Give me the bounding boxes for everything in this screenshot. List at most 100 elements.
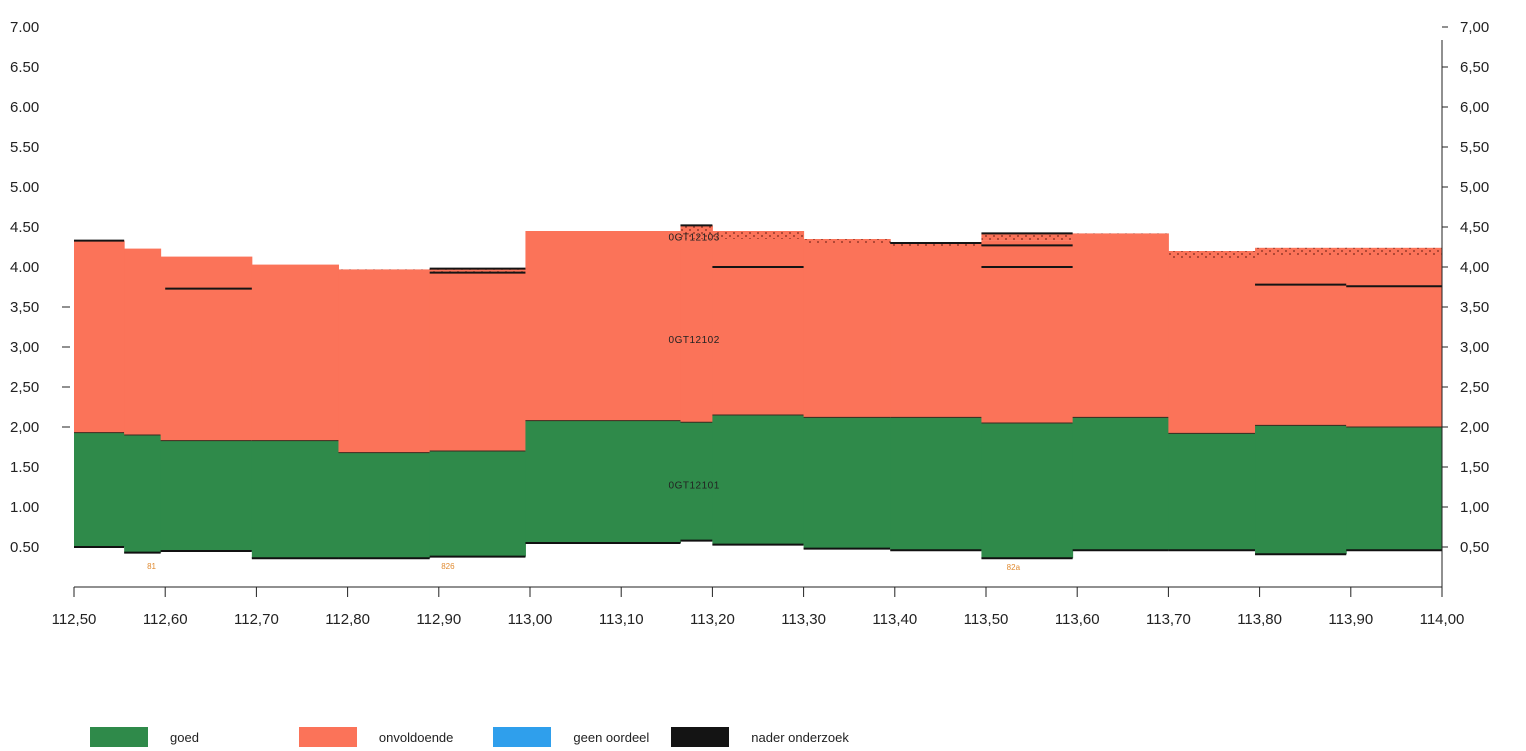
goed-area-segment [160,440,253,551]
legend: goed onvoldoende geen oordeel nader onde… [90,726,849,748]
legend-item-nader-onderzoek: nader onderzoek [671,727,849,747]
x-tick-label: 112,90 [416,611,461,628]
onvoldoende-area-segment [981,240,1074,423]
plot-layers: 0GT12103 0GT12102 0GT12101 81 826 82a [74,224,1443,572]
goed-area-segment [1168,433,1256,551]
onvoldoende-dotted-segment [981,233,1074,241]
onvoldoende-area-segment [1346,255,1443,427]
legend-swatch-goed [90,727,148,747]
legend-item-geen-oordeel: geen oordeel [493,727,649,747]
x-tick-label: 112,50 [52,611,97,628]
onvoldoende-dotted-segment [1072,233,1169,235]
onvoldoende-dotted-segment [338,269,431,271]
onvoldoende-area-segment [712,239,805,415]
x-tick-label: 113,50 [964,611,1009,628]
x-tick-label: 113,70 [1146,611,1191,628]
layer-label: 0GT12102 [669,335,720,346]
goed-area-segment [712,415,805,545]
onvoldoende-dotted-segment [1346,247,1443,255]
legend-label-onvoldoende: onvoldoende [378,729,454,745]
x-tick-label: 113,30 [781,611,826,628]
onvoldoende-area-segment [74,240,125,433]
right-y-tick-label: 3,50 [1460,299,1489,316]
segment-code-label: 82a [1007,563,1021,572]
x-tick-label: 112,60 [143,611,188,628]
right-y-tick-label: 7,00 [1460,19,1489,36]
left-y-tick-label: 4.50 [10,219,39,236]
right-y-tick-label: 1,50 [1460,459,1489,476]
onvoldoende-area-segment [429,272,526,451]
right-y-tick-label: 1,00 [1460,499,1489,516]
x-tick-label: 113,60 [1055,611,1100,628]
onvoldoende-area-segment [525,231,681,421]
left-y-tick-label: 0.50 [10,539,39,556]
axes: 112,50 112,60 112,70 112,80 112,90 113,00 113,… [10,19,1489,628]
onvoldoende-area-segment [251,264,339,441]
onvoldoende-dotted-segment [680,225,713,239]
legend-item-onvoldoende: onvoldoende [298,727,454,747]
left-y-tick-label: 7.00 [10,19,39,36]
layer-label: 0GT12103 [669,233,720,244]
x-tick-label: 112,80 [325,611,370,628]
onvoldoende-dotted-segment [1255,247,1347,255]
onvoldoende-dotted-segment [429,268,526,273]
x-tick-label: 114,00 [1420,611,1465,628]
left-y-tick-label: 6.00 [10,99,39,116]
onvoldoende-area-segment [160,256,253,441]
onvoldoende-area-segment [680,239,713,423]
left-y-tick-label: 6.50 [10,59,39,76]
layer-label: 0GT12101 [669,481,720,492]
legend-swatch-nader-onderzoek [671,727,730,747]
onvoldoende-dotted-segment [1168,251,1256,259]
onvoldoende-area-segment [124,248,162,435]
left-y-tick-label: 3,00 [10,339,39,356]
onvoldoende-dotted-segment [890,243,982,247]
right-y-tick-label: 2,50 [1460,379,1489,396]
legend-label-geen-oordeel: geen oordeel [573,729,650,745]
x-tick-label: 113,90 [1328,611,1373,628]
onvoldoende-area-segment [1255,255,1347,426]
goed-area-segment [251,440,339,559]
goed-area-segment [1346,427,1443,551]
onvoldoende-area-segment [1168,259,1256,434]
onvoldoende-area-segment [338,271,431,453]
goed-area-segment [803,417,891,549]
right-y-tick-label: 4,50 [1460,219,1489,236]
left-y-tick-label: 5.50 [10,139,39,156]
right-y-tick-label: 4,00 [1460,259,1489,276]
goed-area-segment [429,451,526,557]
right-y-tick-label: 0,50 [1460,539,1489,556]
segment-code-label: 826 [441,562,455,571]
legend-swatch-geen-oordeel [493,727,552,747]
left-y-tick-label: 1.00 [10,499,39,516]
goed-area-segment [1072,417,1169,551]
x-tick-label: 113,40 [872,611,917,628]
left-y-tick-label: 2,00 [10,419,39,436]
legend-label-goed: goed [170,729,199,745]
legend-item-goed: goed [90,727,199,747]
right-y-tick-label: 3,00 [1460,339,1489,356]
goed-area-segment [1255,425,1347,555]
right-y-tick-label: 5,00 [1460,179,1489,196]
right-y-tick-label: 5,50 [1460,139,1489,156]
goed-area-segment [124,435,162,553]
goed-area-segment [338,452,431,559]
goed-area-segment [74,432,125,547]
onvoldoende-area-segment [890,247,982,418]
legend-swatch-onvoldoende [298,727,357,747]
x-tick-label: 113,00 [508,611,553,628]
right-y-tick-label: 6,50 [1460,59,1489,76]
goed-area-segment [680,422,713,541]
onvoldoende-area-segment [1072,235,1169,418]
right-y-tick-label: 6,00 [1460,99,1489,116]
left-y-tick-label: 3,50 [10,299,39,316]
onvoldoende-dotted-segment [803,239,891,243]
right-y-tick-label: 2,00 [1460,419,1489,436]
goed-area-segment [890,417,982,551]
left-y-tick-label: 5.00 [10,179,39,196]
onvoldoende-area-segment [803,243,891,418]
segment-code-label: 81 [147,562,156,571]
x-tick-label: 113,80 [1237,611,1282,628]
goed-area-segment [525,420,681,543]
left-y-tick-label: 2,50 [10,379,39,396]
